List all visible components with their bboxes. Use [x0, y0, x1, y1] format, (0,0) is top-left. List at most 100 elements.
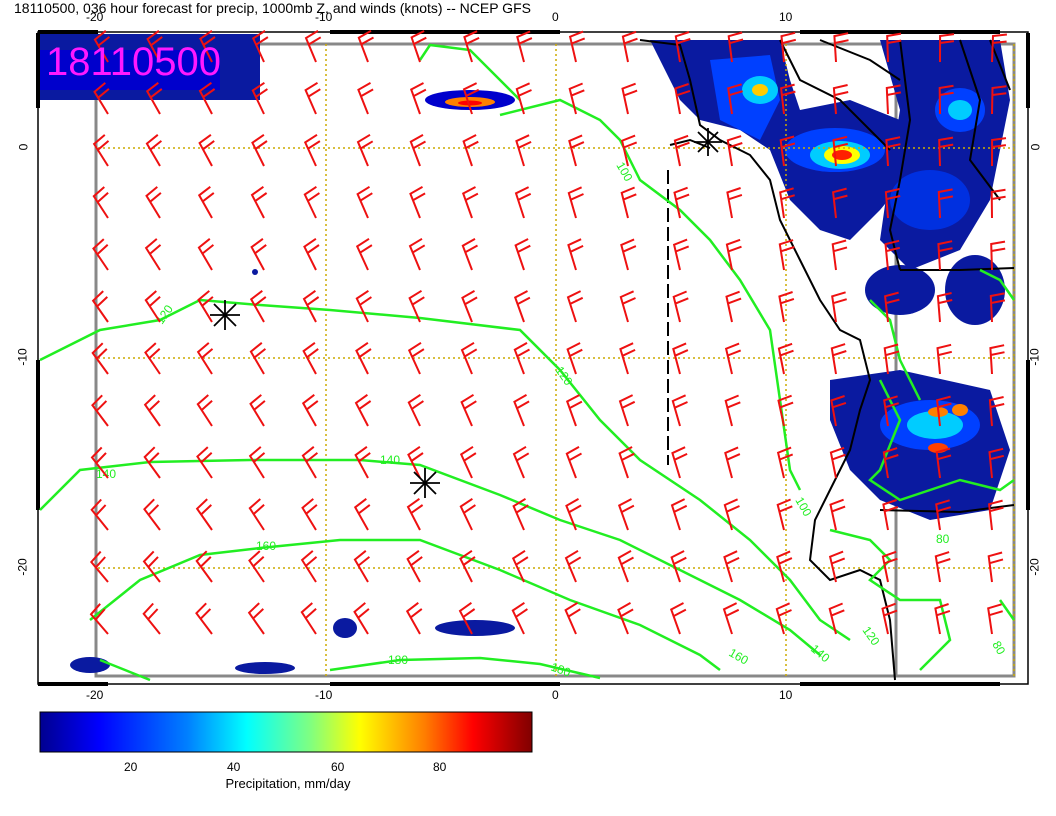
wind-barb: [247, 602, 265, 635]
wind-barb: [303, 133, 321, 167]
wind-barb: [670, 498, 688, 531]
wind-barb: [353, 498, 371, 531]
wind-barb: [831, 291, 847, 323]
wind-barb: [93, 30, 111, 63]
wind-barb: [409, 186, 426, 219]
wind-barb: [353, 602, 370, 635]
wind-barb: [777, 342, 794, 375]
wind-barb: [991, 33, 1008, 63]
lat-lon-grid: [98, 44, 1015, 676]
wind-barb: [778, 291, 795, 323]
wind-barb: [722, 602, 740, 635]
top-tick-label: 10: [779, 10, 793, 24]
wind-barb: [726, 135, 743, 167]
wind-barb: [831, 239, 848, 271]
wind-barb: [354, 445, 371, 479]
wind-barb: [780, 31, 797, 63]
wind-barbs: [89, 29, 1008, 635]
wind-barb: [90, 446, 109, 479]
wind-barb: [620, 186, 637, 219]
wind-barb: [458, 601, 476, 635]
wind-barb: [461, 290, 478, 323]
colorbar-tick-label: 20: [124, 760, 138, 774]
wind-barb: [829, 498, 846, 531]
wind-barb: [195, 550, 213, 583]
wind-barb: [462, 82, 480, 115]
wind-barb: [515, 82, 532, 115]
wind-barb: [779, 135, 796, 167]
bottom-tick-label: 10: [779, 688, 793, 702]
wind-barb: [249, 290, 267, 323]
wind-barb: [989, 292, 1006, 323]
right-tick-label: -10: [1027, 348, 1042, 366]
wind-barb: [91, 342, 109, 375]
wind-barb: [459, 445, 477, 479]
wind-barb: [513, 342, 530, 375]
wind-barb: [671, 394, 688, 427]
wind-barb: [145, 186, 162, 219]
wind-barb: [301, 498, 318, 531]
wind-barb: [407, 341, 425, 375]
wind-barb: [90, 498, 109, 531]
wind-barb: [355, 289, 372, 323]
wind-barb: [987, 551, 1004, 583]
wind-barb: [463, 30, 480, 63]
bottom-tick-label: -20: [86, 688, 104, 702]
wind-barb: [619, 290, 636, 323]
wind-barb: [303, 185, 320, 219]
wind-barb: [512, 497, 529, 531]
contour-label-120: 120: [153, 302, 176, 327]
wind-barb: [989, 344, 1005, 375]
wind-barb: [565, 446, 582, 479]
wind-barb: [410, 30, 427, 63]
precip-colorbar: [39, 711, 533, 753]
wind-barb: [674, 83, 691, 115]
contour-label-180-b: 180: [549, 660, 573, 680]
wind-barb: [568, 30, 586, 63]
wind-barb: [143, 394, 161, 427]
wind-barb: [991, 85, 1007, 115]
wind-barb: [725, 238, 742, 271]
wind-barb: [301, 446, 319, 479]
wind-barb: [511, 601, 528, 635]
contour-label-140-b: 140: [96, 467, 116, 481]
wind-barb: [830, 395, 847, 427]
right-tick-label: 0: [1028, 143, 1043, 151]
wind-barb: [935, 499, 951, 531]
top-tick-label: -10: [315, 10, 333, 24]
wind-barb: [406, 549, 423, 583]
wind-barb: [353, 550, 371, 583]
wind-barb: [409, 82, 427, 115]
wind-barb: [195, 602, 213, 635]
wind-barb: [621, 30, 638, 63]
wind-barb: [938, 84, 954, 115]
wind-barb: [248, 446, 266, 479]
wind-barb: [723, 550, 740, 583]
wind-barb: [302, 289, 320, 323]
wind-barb: [302, 341, 319, 375]
wind-barb: [617, 498, 635, 531]
wind-barb: [142, 550, 161, 583]
wind-barb: [93, 82, 110, 115]
wind-barb: [196, 446, 213, 479]
wind-barb: [832, 187, 848, 219]
wind-barb: [300, 550, 318, 583]
wind-barb: [780, 83, 796, 115]
wind-barb: [672, 290, 689, 323]
wind-barb: [776, 550, 793, 583]
wind-barb: [669, 602, 687, 635]
wind-barb: [357, 82, 374, 115]
wind-barb: [829, 446, 846, 479]
wind-barb: [987, 603, 1003, 635]
wind-barb: [565, 394, 583, 427]
colorbar-label: Precipitation, mm/day: [225, 776, 351, 791]
contour-label-180: 180: [388, 653, 408, 667]
wind-barb: [776, 446, 794, 479]
wind-barb: [617, 602, 634, 635]
wind-barb: [91, 290, 109, 323]
wind-barb: [144, 290, 161, 323]
map-title: 18110500, 036 hour forecast for precip, …: [14, 0, 531, 16]
wind-barb: [144, 342, 161, 375]
wind-barb: [939, 33, 955, 63]
wind-barb: [775, 602, 792, 635]
